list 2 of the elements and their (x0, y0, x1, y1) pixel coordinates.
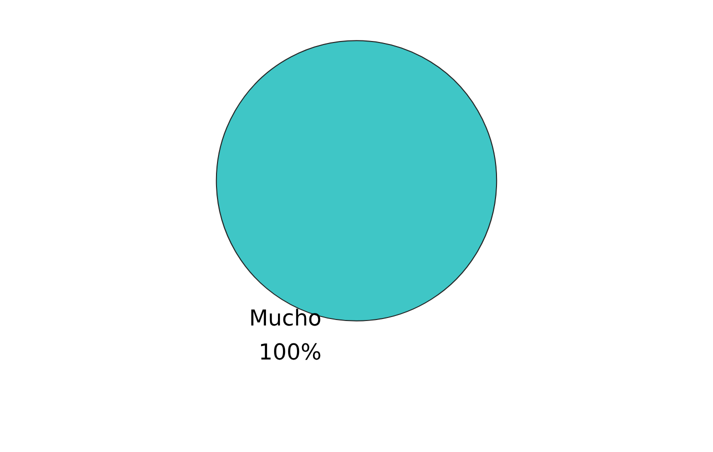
slice-label: Mucho (249, 306, 322, 332)
data-label: 100% (258, 340, 322, 366)
